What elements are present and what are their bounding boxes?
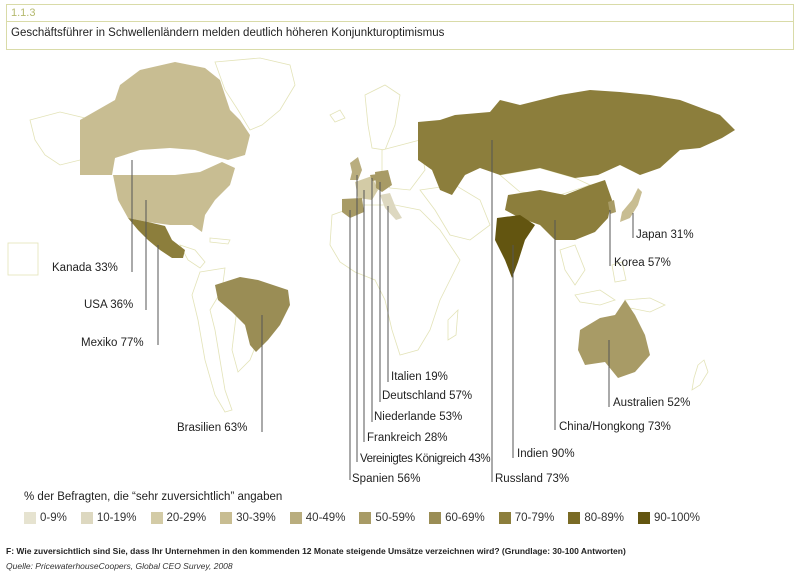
legend-item: 40-49% xyxy=(289,512,345,524)
label-italien: Italien 19% xyxy=(391,371,448,383)
swatch xyxy=(80,512,93,524)
legend-item: 30-39% xyxy=(220,512,276,524)
legend-item: 60-69% xyxy=(429,512,485,524)
legend-item: 20-29% xyxy=(150,512,206,524)
swatch xyxy=(637,512,650,524)
swatch xyxy=(359,512,372,524)
swatch xyxy=(289,512,302,524)
label-frankreich: Frankreich 28% xyxy=(367,432,448,444)
label-spanien: Spanien 56% xyxy=(352,473,421,485)
label-mexiko: Mexiko 77% xyxy=(81,337,144,349)
country-mexiko xyxy=(128,218,185,258)
figure-title: Geschäftsführer in Schwellenländern meld… xyxy=(11,27,445,39)
country-russland xyxy=(418,90,735,195)
label-korea: Korea 57% xyxy=(614,257,671,269)
legend-item: 50-59% xyxy=(359,512,415,524)
swatch xyxy=(24,512,36,524)
label-deutschland: Deutschland 57% xyxy=(382,390,473,402)
country-usa xyxy=(113,162,235,232)
legend-item: 80-89% xyxy=(568,512,624,524)
survey-question: F: Wie zuversichtlich sind Sie, dass Ihr… xyxy=(6,546,626,556)
country-italien xyxy=(380,193,402,220)
country-deutschland xyxy=(375,170,392,192)
country-spanien xyxy=(342,198,364,218)
label-indien: Indien 90% xyxy=(517,448,575,460)
country-uk xyxy=(350,157,362,180)
legend: 0-9% 10-19% 20-29% 30-39% 40-49% 50-59% … xyxy=(24,512,714,524)
legend-title: % der Befragten, die “sehr zuversichtlic… xyxy=(24,491,283,503)
label-usa: USA 36% xyxy=(84,299,134,311)
swatch xyxy=(498,512,511,524)
country-china xyxy=(505,180,612,240)
swatch xyxy=(429,512,442,524)
legend-item: 90-100% xyxy=(637,512,700,524)
swatch xyxy=(150,512,163,524)
world-map xyxy=(7,57,735,482)
label-australien: Australien 52% xyxy=(613,397,691,409)
swatch xyxy=(220,512,233,524)
label-niederlande: Niederlande 53% xyxy=(374,411,463,423)
figure-number: 1.1.3 xyxy=(7,5,793,22)
figure-header: 1.1.3 Geschäftsführer in Schwellenländer… xyxy=(6,4,794,50)
legend-item: 70-79% xyxy=(498,512,554,524)
leader-lines xyxy=(131,140,634,482)
label-uk: Vereinigtes Königreich 43% xyxy=(360,453,491,465)
label-japan: Japan 31% xyxy=(636,229,694,241)
label-china: China/Hongkong 73% xyxy=(559,421,671,433)
swatch xyxy=(568,512,581,524)
country-japan xyxy=(620,188,642,222)
source-note: Quelle: PricewaterhouseCoopers, Global C… xyxy=(6,561,233,571)
label-brasilien: Brasilien 63% xyxy=(177,422,248,434)
label-russland: Russland 73% xyxy=(495,473,570,485)
legend-item: 10-19% xyxy=(80,512,137,524)
country-indien xyxy=(495,215,535,278)
legend-item: 0-9% xyxy=(24,512,67,524)
country-brasilien xyxy=(215,277,290,352)
country-australien xyxy=(578,300,650,378)
label-kanada: Kanada 33% xyxy=(52,262,118,274)
country-kanada xyxy=(80,62,250,175)
